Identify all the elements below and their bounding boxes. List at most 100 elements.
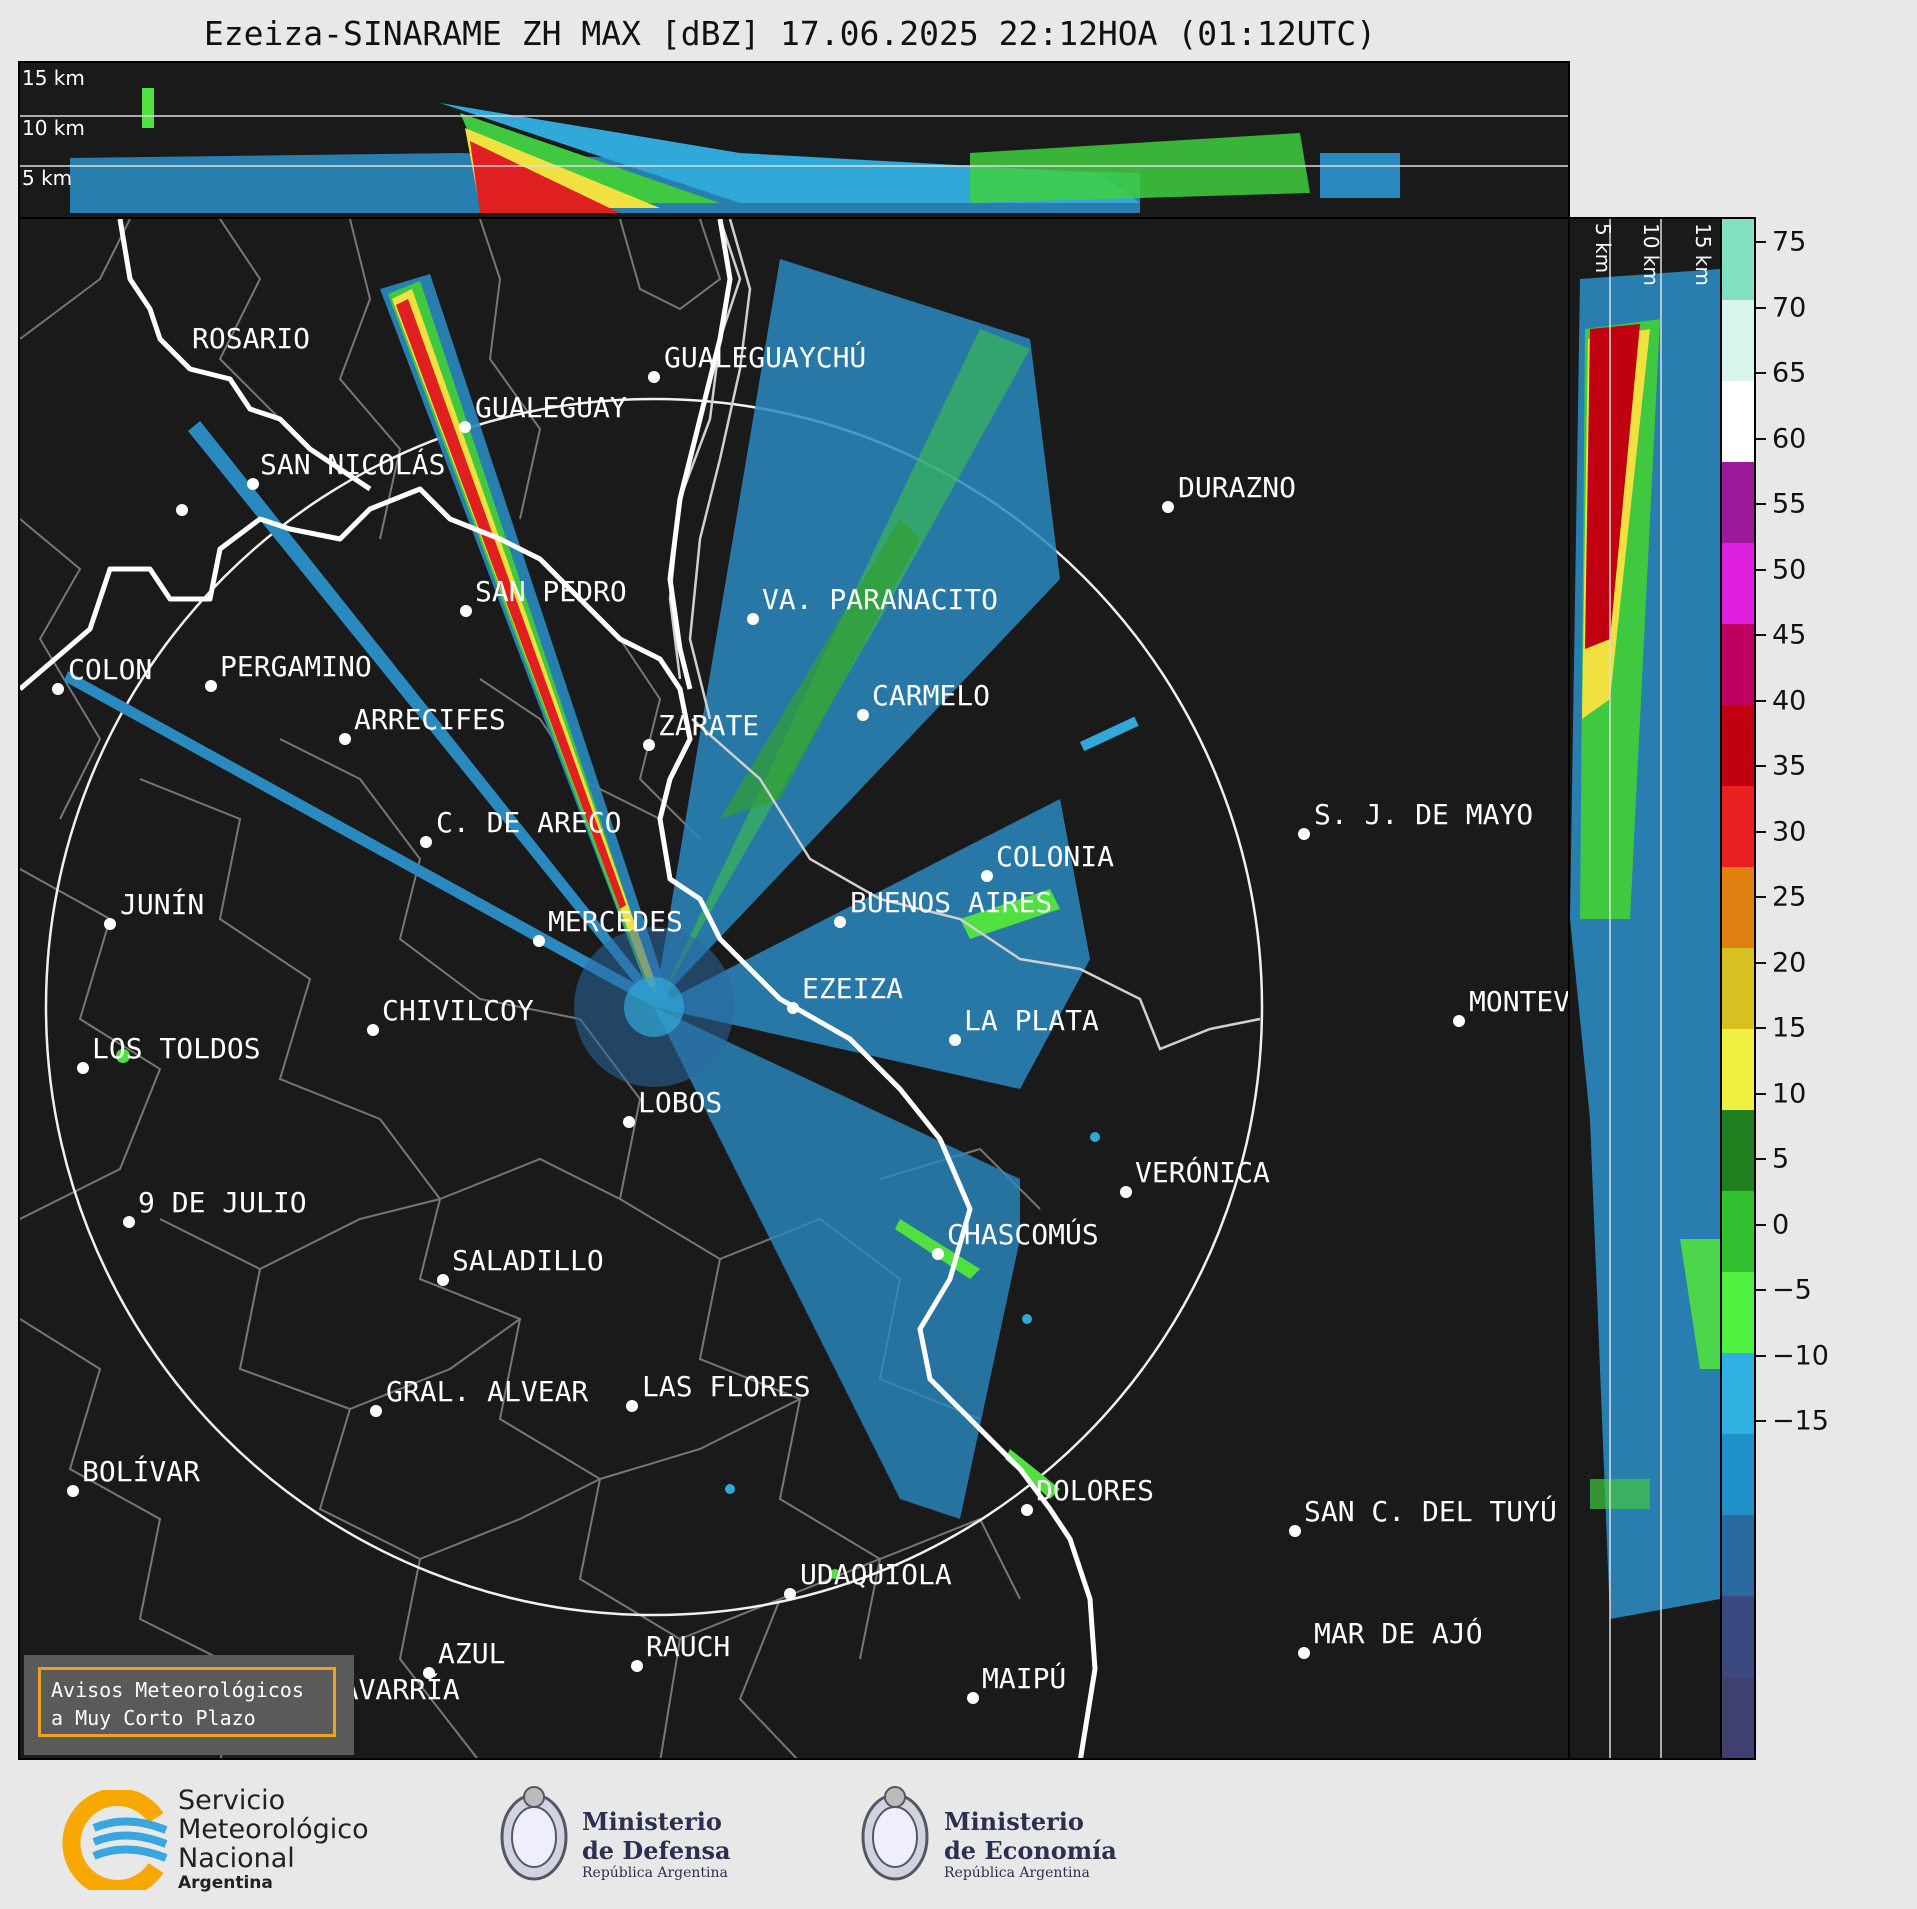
city-dot-san-nicolas[interactable]: [247, 478, 259, 490]
alt-label-15km: 15 km: [22, 66, 85, 90]
river-line: [688, 219, 752, 720]
city-dot-udaquiola[interactable]: [784, 1588, 796, 1600]
economia-line1: Ministerio: [944, 1807, 1084, 1836]
colorbar-tick-label: 5: [1772, 1143, 1790, 1175]
city-dot-bolivar[interactable]: [67, 1485, 79, 1497]
boundary-line: [218, 219, 281, 420]
city-dot-dolores[interactable]: [1021, 1504, 1033, 1516]
echo-w-streak: [64, 671, 660, 1007]
border-river: [667, 219, 733, 690]
defensa-line1: Ministerio: [582, 1807, 722, 1836]
colorbar-tick-label: −15: [1772, 1405, 1829, 1437]
colorbar-tick-mark: [1756, 634, 1766, 636]
city-label-san-c-del-tuyu: SAN C. DEL TUYÚ: [1304, 1494, 1557, 1528]
colorbar-tick-mark: [1756, 241, 1766, 243]
boundary-line: [379, 1118, 682, 1758]
radar-map-svg[interactable]: ROSARIO GUALEGUAYCHÚ GUALEGUAY SAN NICOL…: [20, 219, 1570, 1760]
avisos-panel[interactable]: Avisos Meteorológicos a Muy Corto Plazo: [24, 1655, 354, 1755]
boundary-line: [349, 1318, 521, 1410]
city-dot-chascomus[interactable]: [932, 1248, 944, 1260]
colorbar-tick-mark: [1756, 1420, 1766, 1422]
colorbar-tick-label: 20: [1772, 947, 1807, 978]
city-dot-rauch[interactable]: [631, 1660, 643, 1672]
avisos-box[interactable]: Avisos Meteorológicos a Muy Corto Plazo: [38, 1667, 336, 1737]
colorbar-tick-mark: [1756, 896, 1766, 898]
top-cross-section-panel: 15 km 10 km 5 km: [18, 61, 1570, 219]
city-dot-pergamino[interactable]: [205, 680, 217, 692]
coast-uruguay: [691, 718, 1261, 1051]
city-dot-sj-de-mayo[interactable]: [1298, 828, 1310, 840]
city-label-san-pedro: SAN PEDRO: [475, 575, 627, 608]
city-dot-durazno[interactable]: [1162, 501, 1174, 513]
city-label-azul: AZUL: [438, 1637, 505, 1670]
river-uruguay: [668, 219, 742, 680]
city-dot-las-flores[interactable]: [626, 1400, 638, 1412]
side-cross-section-panel: 5 km 10 km 15 km: [1568, 217, 1722, 1760]
colorbar-tick-label: 0: [1772, 1209, 1790, 1240]
city-dot-buenos-aires[interactable]: [834, 916, 846, 928]
city-dot-lobos[interactable]: [623, 1116, 635, 1128]
city-dot-va-paranacito[interactable]: [747, 613, 759, 625]
colorbar-tick-mark: [1756, 306, 1766, 309]
smn-logo-icon: [62, 1790, 168, 1890]
city-dot-arrecifes[interactable]: [339, 733, 351, 745]
top-echo-right-edge: [1320, 153, 1400, 198]
city-label-durazno: DURAZNO: [1178, 471, 1296, 504]
city-label-maipu: MAIPÚ: [982, 1661, 1066, 1695]
city-dot-mercedes[interactable]: [533, 935, 545, 947]
city-dot-gral-alvear[interactable]: [370, 1405, 382, 1417]
city-dot-c-de-areco[interactable]: [420, 836, 432, 848]
city-dot-saladillo[interactable]: [437, 1274, 449, 1286]
defensa-line3: República Argentina: [582, 1865, 728, 1881]
city-dot-9-de-julio[interactable]: [123, 1216, 135, 1228]
city-label-lobos: LOBOS: [638, 1086, 722, 1119]
colorbar-tick-mark: [1756, 1354, 1766, 1357]
city-dot-gualeguaychu[interactable]: [648, 371, 660, 383]
city-dot-montevideo[interactable]: [1453, 1015, 1465, 1027]
city-dot-colon[interactable]: [52, 683, 64, 695]
radar-map-panel[interactable]: ROSARIO GUALEGUAYCHÚ GUALEGUAY SAN NICOL…: [18, 217, 1570, 1760]
city-dot-san-c-del-tuyu[interactable]: [1289, 1525, 1301, 1537]
city-dot-carmelo[interactable]: [857, 709, 869, 721]
defensa-logo-text: Ministerio de Defensa República Argentin…: [582, 1807, 731, 1881]
city-label-9-de-julio: 9 DE JULIO: [138, 1186, 307, 1219]
city-dot-azul[interactable]: [423, 1667, 435, 1679]
avisos-line1: Avisos Meteorológicos: [51, 1678, 304, 1702]
city-dot-ezeiza[interactable]: [787, 1002, 799, 1014]
colorbar: [1720, 217, 1756, 1760]
city-label-dolores: DOLORES: [1036, 1474, 1154, 1507]
city-dot-rosario[interactable]: [176, 504, 188, 516]
colorbar-tick-mark: [1756, 699, 1766, 702]
city-dot-zarate[interactable]: [643, 739, 655, 751]
top-echo-light: [440, 103, 1140, 203]
boundary-line: [20, 868, 162, 1220]
city-dot-veronica[interactable]: [1120, 1186, 1132, 1198]
city-dot-colonia[interactable]: [981, 870, 993, 882]
city-dot-la-plata[interactable]: [949, 1034, 961, 1046]
colorbar-tick-mark: [1756, 372, 1766, 374]
city-dot-gualeguay[interactable]: [459, 421, 471, 433]
smn-logo-text: Servicio Meteorológico Nacional Argentin…: [178, 1786, 369, 1893]
city-dot-maipu[interactable]: [967, 1692, 979, 1704]
avisos-line2: a Muy Corto Plazo: [51, 1706, 256, 1730]
city-label-zarate: ZÁRATE: [658, 708, 759, 742]
echo-nw-streak: [188, 421, 660, 1007]
city-dot-san-pedro[interactable]: [460, 605, 472, 617]
city-label-colonia: COLONIA: [996, 840, 1114, 873]
colorbar-tick-mark: [1756, 1289, 1766, 1291]
city-dot-los-toldos[interactable]: [77, 1062, 89, 1074]
city-dot-chivilcoy[interactable]: [367, 1024, 379, 1036]
city-dot-mar-de-ajo[interactable]: [1298, 1647, 1310, 1659]
city-label-los-toldos: LOS TOLDOS: [92, 1032, 261, 1065]
city-label-bolivar: BOLÍVAR: [82, 1454, 200, 1488]
city-dot-junin[interactable]: [104, 918, 116, 930]
radar-echoes: [64, 259, 1139, 1579]
echo-ne-darkgreen: [720, 519, 920, 819]
city-label-rauch: RAUCH: [646, 1630, 730, 1663]
city-label-chivilcoy: CHIVILCOY: [382, 994, 534, 1027]
side-echo-red: [1585, 324, 1640, 649]
boundary-line: [338, 219, 402, 540]
colorbar-tick-mark: [1756, 1092, 1766, 1095]
boundary-line: [279, 738, 581, 1020]
echo-e-streak: [1080, 716, 1139, 752]
